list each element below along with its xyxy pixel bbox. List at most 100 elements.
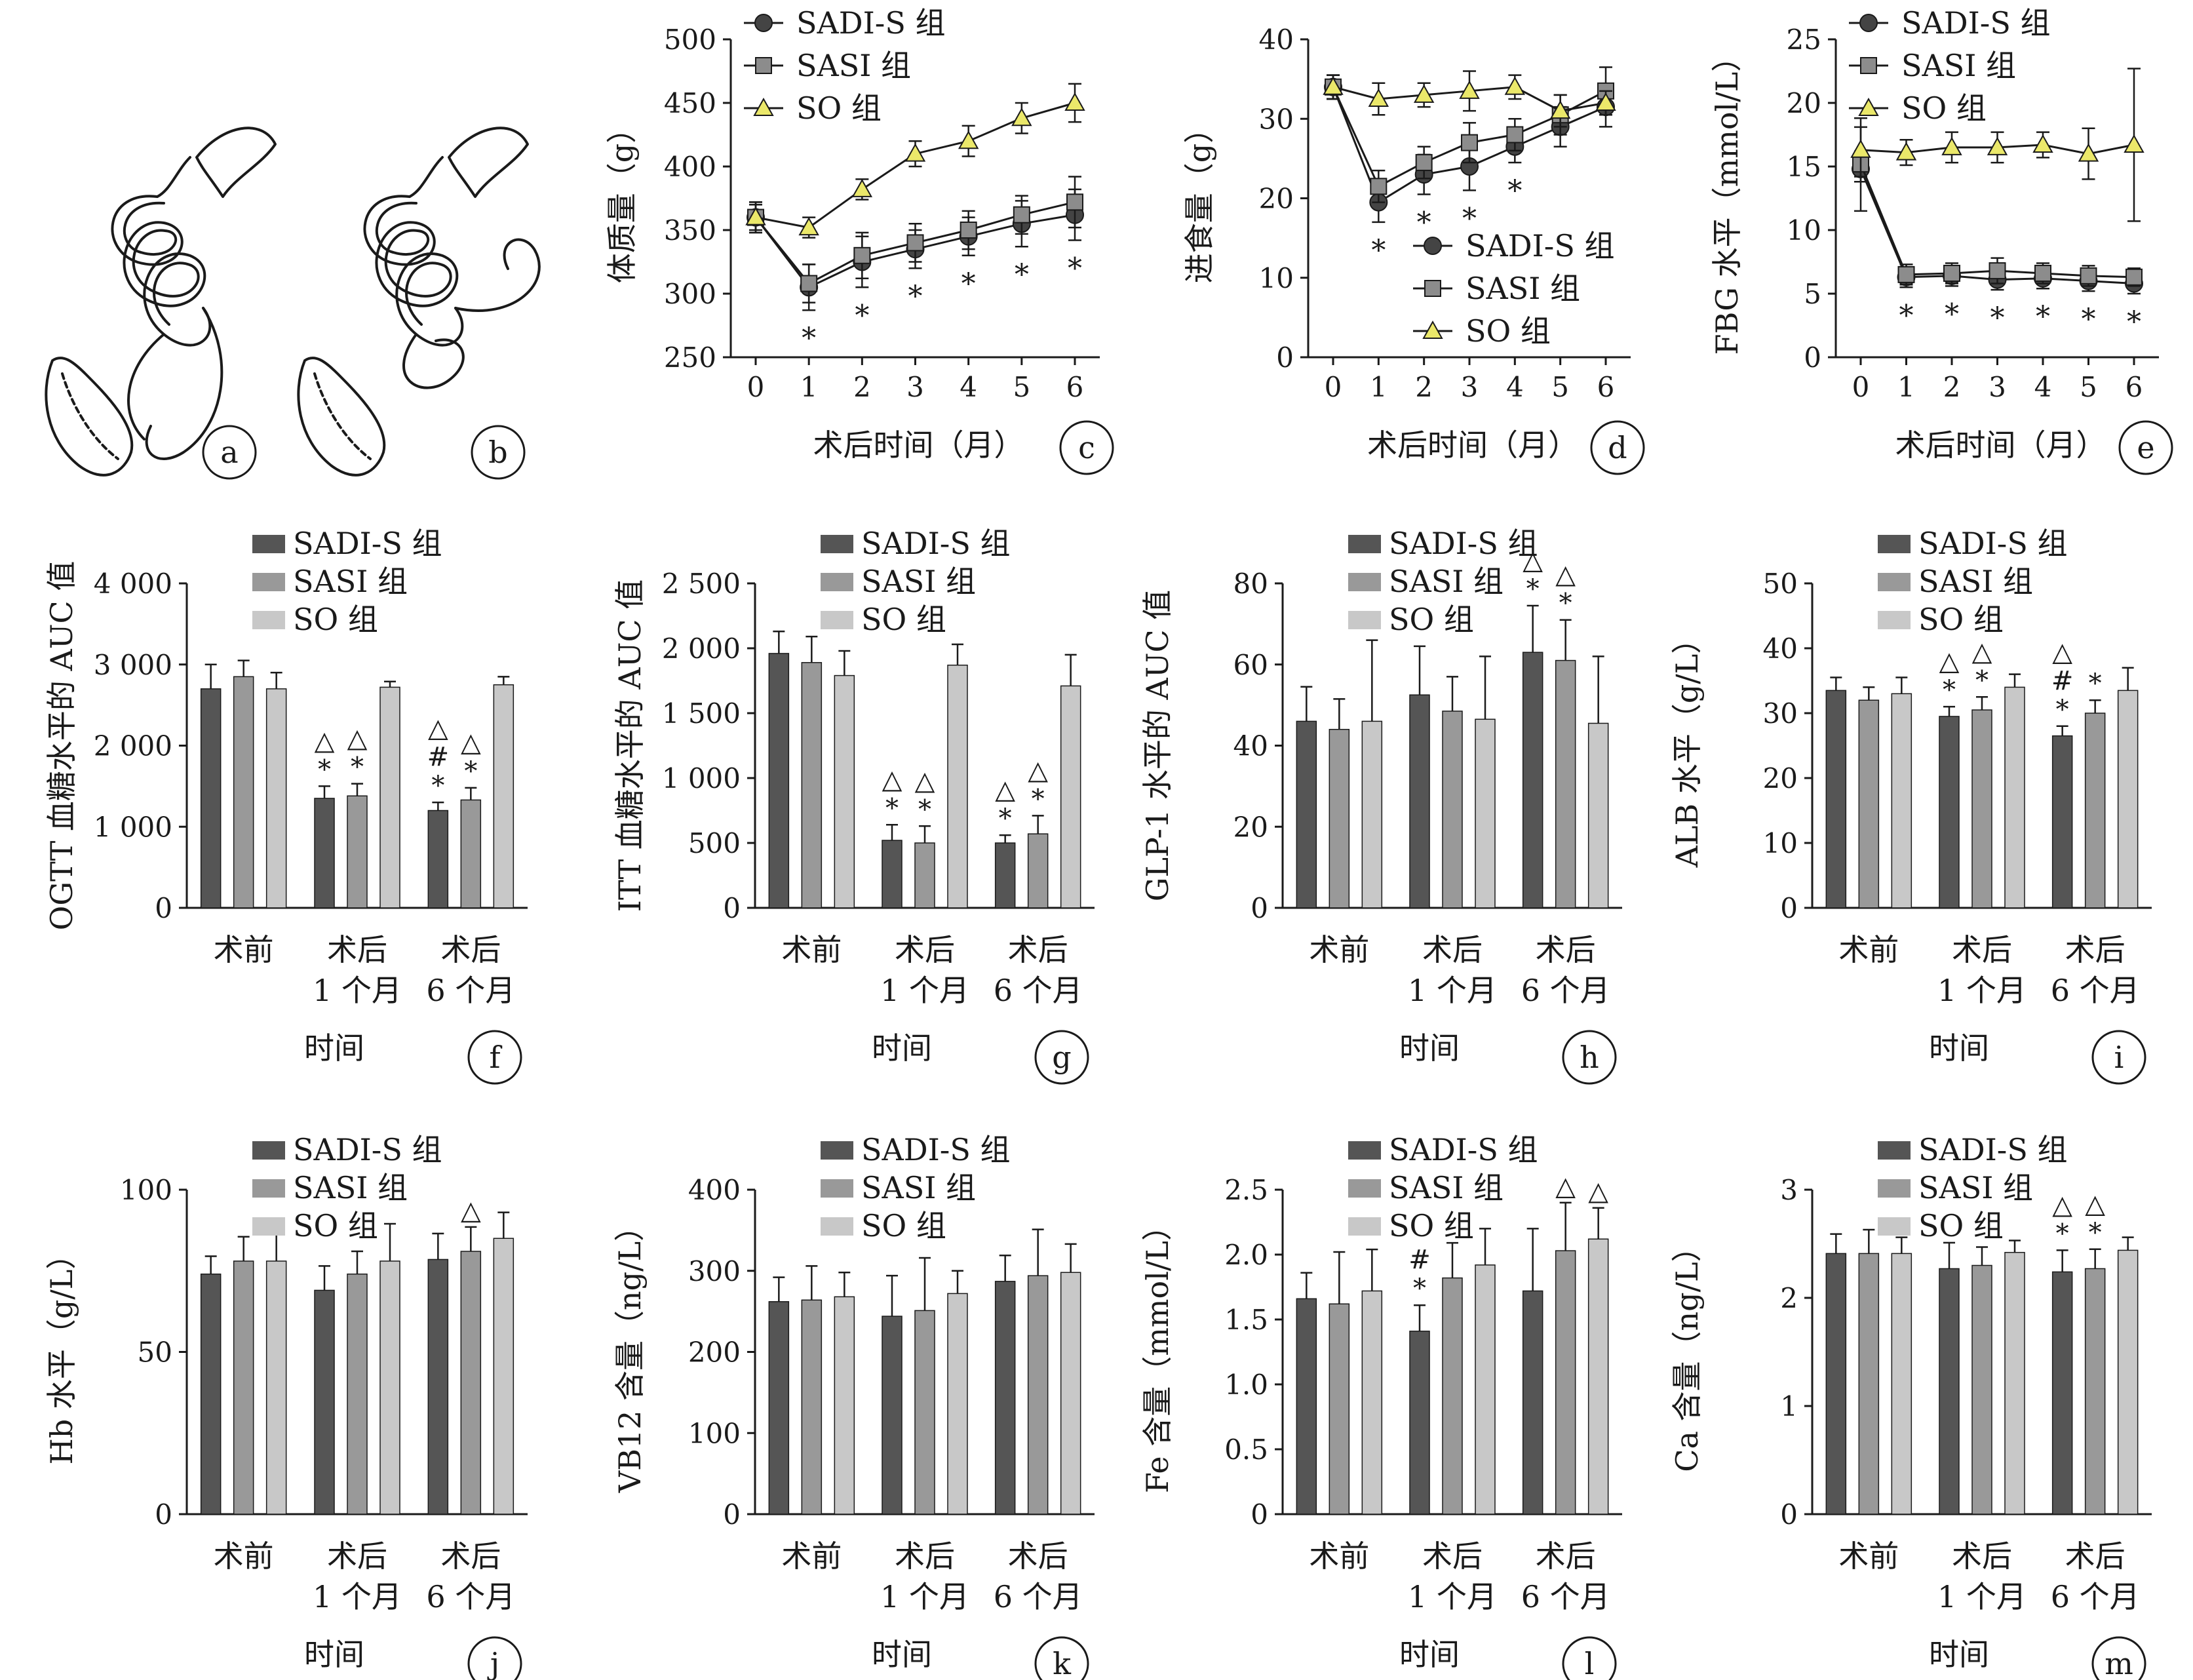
legend-label: SASI 组 — [1918, 564, 2033, 599]
panel-label-text: k — [1053, 1646, 1072, 1680]
legend-label: SASI 组 — [861, 1170, 976, 1205]
y-tick-label: 1.5 — [1224, 1304, 1268, 1336]
bar — [1361, 720, 1383, 908]
x-category-label: 1 个月 — [313, 1579, 402, 1614]
bar — [379, 1260, 400, 1515]
esophagus-shape — [408, 156, 444, 198]
data-point-square — [1506, 126, 1524, 144]
panel-label-e: e — [2118, 420, 2173, 475]
bar — [1442, 711, 1463, 908]
data-point-square — [906, 234, 924, 252]
bar — [768, 653, 790, 908]
significance-mark: * — [1015, 258, 1029, 292]
x-tick-label: 4 — [960, 371, 977, 403]
x-category-label: 6 个月 — [426, 1579, 515, 1614]
significance-mark: * — [999, 804, 1012, 834]
bar — [1442, 1277, 1463, 1515]
sasi-anatomy-diagram — [297, 127, 541, 477]
legend-swatch — [252, 573, 285, 591]
legend-label: SADI-S 组 — [861, 526, 1010, 561]
panel-label-a: a — [202, 425, 257, 480]
legend-label: SASI 组 — [1465, 271, 1580, 306]
legend-label: SADI-S 组 — [1389, 1132, 1538, 1167]
x-category-label: 术后 — [895, 1538, 955, 1574]
panel-label-text: i — [2114, 1040, 2124, 1075]
significance-mark: * — [318, 754, 331, 785]
y-tick-label: 0.5 — [1224, 1434, 1268, 1466]
y-tick-label: 25 — [1787, 24, 1821, 56]
y-axis-title: GLP-1 水平的 AUC 值 — [1140, 590, 1175, 902]
x-category-label: 术后 — [2065, 932, 2125, 967]
data-point-square — [1897, 265, 1915, 283]
significance-mark: * — [1417, 206, 1431, 239]
significance-mark: △ — [1555, 1171, 1576, 1201]
significance-mark: * — [1975, 665, 1989, 695]
data-point-triangle — [745, 206, 766, 225]
y-tick-label: 20 — [1763, 762, 1798, 794]
x-category-label: 术后 — [327, 1538, 387, 1574]
bar — [2004, 1251, 2025, 1515]
legend-swatch — [1348, 1141, 1381, 1160]
bar — [1475, 718, 1496, 908]
data-point-triangle — [958, 130, 979, 149]
x-category-label: 6 个月 — [426, 973, 515, 1008]
bar — [2051, 735, 2073, 908]
stomach-sleeve-shape — [448, 127, 529, 198]
bar — [460, 799, 482, 908]
legend-label: SO 组 — [1389, 602, 1474, 637]
x-category-label: 6 个月 — [2051, 1579, 2140, 1614]
x-tick-label: 3 — [1989, 371, 2006, 403]
legend-label: SO 组 — [796, 90, 882, 126]
bar — [994, 842, 1016, 908]
significance-mark: * — [351, 752, 364, 783]
y-tick-label: 5 — [1804, 278, 1821, 310]
data-point-triangle — [1595, 92, 1616, 111]
panel-label-f: f — [467, 1030, 522, 1085]
legend-swatch — [821, 535, 853, 553]
x-tick-label: 2 — [1943, 371, 1961, 403]
chart-panel-j: 0 50 100 术前 术后 1 个月 术后 6 个月 △ 时间 Hb 水平（g/L） SADI-S … — [44, 1132, 528, 1672]
legend-swatch — [821, 611, 853, 629]
bar — [347, 1273, 368, 1515]
esophagus-shape — [156, 156, 191, 198]
data-point-square — [1370, 178, 1388, 195]
panel-label-l: l — [1562, 1636, 1617, 1680]
panel-label-circle — [2091, 1636, 2146, 1680]
bar — [1971, 709, 1992, 908]
bar — [1522, 652, 1543, 908]
data-point-triangle — [1413, 84, 1435, 103]
x-tick-label: 0 — [1325, 371, 1342, 403]
legend-marker-square — [1424, 280, 1441, 297]
x-category-label: 6 个月 — [994, 1579, 1083, 1614]
significance-mark: * — [1032, 784, 1045, 814]
x-category-label: 1 个月 — [880, 1579, 969, 1614]
bar — [914, 1310, 935, 1515]
x-axis-title: 时间 — [1399, 1637, 1460, 1672]
y-tick-label: 10 — [1763, 827, 1798, 859]
data-point-triangle — [2078, 143, 2099, 162]
y-tick-label: 60 — [1233, 649, 1268, 681]
y-tick-label: 40 — [1233, 730, 1268, 762]
bar — [882, 840, 902, 908]
panel-label-circle — [1590, 420, 1645, 475]
y-axis-title: Ca 含量（ng/L） — [1669, 1232, 1705, 1472]
bar — [314, 1289, 335, 1515]
x-category-label: 6 个月 — [994, 973, 1083, 1008]
panel-label-circle — [467, 1636, 522, 1680]
bar — [1409, 694, 1430, 908]
bar — [1587, 1238, 1609, 1515]
legend-swatch — [252, 611, 285, 629]
y-tick-label: 80 — [1233, 568, 1268, 600]
x-category-label: 术前 — [781, 932, 842, 967]
x-axis-title: 时间 — [304, 1637, 364, 1672]
x-category-label: 术后 — [1952, 932, 2012, 967]
significance-mark: * — [2036, 300, 2050, 334]
y-tick-label: 350 — [664, 214, 716, 246]
bar — [1329, 1303, 1350, 1515]
x-category-label: 术后 — [327, 932, 387, 967]
data-point-square — [1415, 153, 1433, 171]
y-tick-label: 0 — [1780, 892, 1798, 924]
legend-label: SASI 组 — [796, 48, 911, 83]
